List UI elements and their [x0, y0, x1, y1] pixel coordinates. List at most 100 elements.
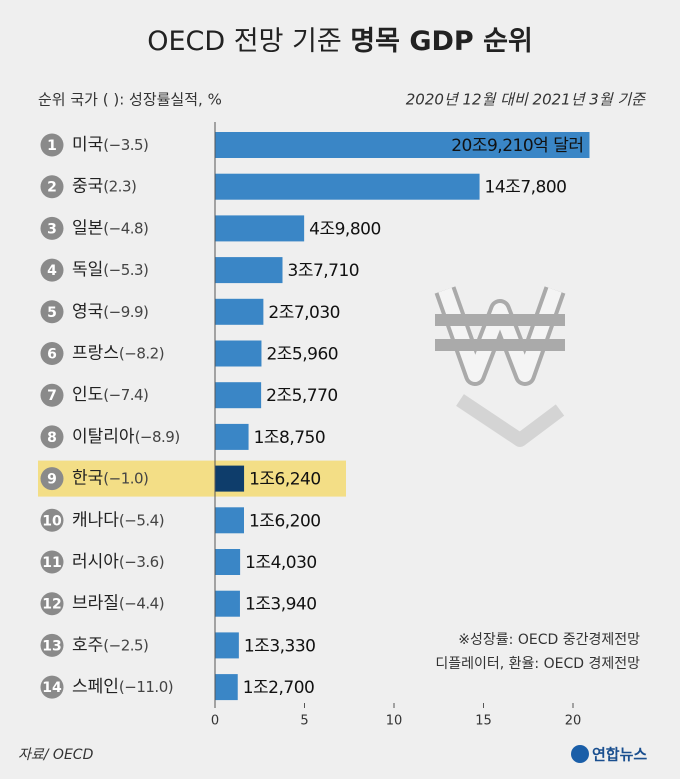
country-label: 영국(−9.9)	[72, 302, 148, 322]
value-label: 1조2,700	[243, 678, 315, 698]
growth: (−4.8)	[103, 219, 148, 237]
rank-badge	[40, 550, 64, 574]
bar	[215, 215, 305, 242]
value-label: 1조4,030	[245, 553, 317, 573]
value-label: 1조6,200	[249, 511, 321, 531]
country-label: 독일(−5.3)	[72, 260, 148, 280]
growth: (−3.6)	[119, 553, 164, 571]
value-label: 20조9,210억 달러	[451, 136, 583, 156]
rank: 11	[42, 555, 61, 571]
bar	[215, 298, 264, 325]
growth: (−5.3)	[103, 261, 148, 279]
rank: 2	[47, 180, 57, 196]
bar	[215, 674, 238, 701]
value-label: 4조9,800	[309, 219, 381, 239]
growth: (−7.4)	[103, 386, 148, 404]
x-tick-label: 5	[300, 714, 308, 729]
growth: (−5.4)	[119, 511, 164, 529]
growth: (−9.9)	[103, 302, 148, 320]
rank-badge	[40, 300, 64, 324]
country-label: 프랑스(−8.2)	[72, 344, 164, 364]
won-symbol	[434, 286, 566, 447]
country-label: 이탈리아(−8.9)	[72, 427, 180, 447]
x-tick-label: 10	[386, 714, 403, 729]
country: 중국	[72, 177, 103, 197]
rank-badge	[40, 508, 64, 532]
rank-badge	[40, 592, 64, 616]
country-label: 러시아(−3.6)	[72, 552, 164, 572]
header: 순위 국가 ( ): 성장률실적, %	[38, 91, 222, 109]
country: 이탈리아	[72, 427, 135, 447]
country-label: 호주(−2.5)	[72, 635, 148, 655]
source: 자료/ OECD	[18, 747, 94, 763]
country: 한국	[72, 469, 103, 489]
country: 스페인	[72, 677, 119, 697]
highlight-band	[38, 460, 346, 497]
growth: (−2.5)	[103, 636, 148, 654]
country-label: 인도(−7.4)	[72, 385, 148, 405]
value-label: 1조8,750	[254, 428, 326, 448]
country-label: 일본(−4.8)	[72, 218, 148, 238]
growth: (2.3)	[103, 177, 136, 195]
growth: (−11.0)	[119, 678, 173, 696]
chart-title: OECD 전망 기준 명목 GDP 순위	[147, 26, 533, 57]
rank-badge	[40, 258, 64, 282]
country: 미국	[72, 135, 103, 155]
country: 캐나다	[72, 510, 119, 530]
bar	[215, 549, 241, 575]
country: 독일	[72, 260, 103, 280]
rank-badge	[40, 133, 64, 157]
note: ※성장률: OECD 중간경제전망	[458, 632, 640, 648]
country-label: 캐나다(−5.4)	[72, 510, 164, 530]
subtitle: 2020년 12월 대비 2021년 3월 기준	[406, 91, 646, 109]
value-label: 3조7,710	[288, 261, 360, 281]
bar	[215, 632, 239, 659]
country: 러시아	[72, 552, 119, 572]
bar	[215, 590, 240, 617]
rank-badge	[40, 467, 64, 491]
growth: (−3.5)	[103, 136, 148, 154]
rank-badge	[40, 216, 64, 240]
rank: 9	[47, 472, 57, 488]
x-tick-label: 0	[211, 714, 219, 729]
bar	[215, 465, 245, 492]
country: 영국	[72, 302, 103, 322]
growth: (−4.4)	[119, 594, 164, 612]
rank: 7	[47, 388, 57, 404]
rank: 13	[42, 638, 61, 654]
value-label: 14조7,800	[485, 178, 567, 198]
title: OECD 전망 기준	[147, 26, 341, 57]
value-label: 2조5,770	[266, 386, 338, 406]
country-label: 브라질(−4.4)	[72, 594, 164, 614]
country: 일본	[72, 218, 103, 238]
rank: 5	[47, 305, 57, 321]
rank-badge	[40, 633, 64, 657]
x-tick-label: 20	[565, 714, 582, 729]
rank: 3	[47, 221, 57, 237]
rank-badge	[40, 383, 64, 407]
logo: 연합뉴스	[592, 746, 647, 764]
growth: (−8.2)	[119, 344, 164, 362]
country: 호주	[72, 635, 103, 655]
value-label: 2조5,960	[266, 345, 338, 365]
x-tick-label: 15	[475, 714, 492, 729]
value-label: 1조3,330	[244, 636, 316, 656]
bar	[215, 340, 262, 367]
country-label: 한국(−1.0)	[72, 469, 148, 489]
rank-badge	[40, 675, 64, 699]
growth: (−8.9)	[135, 427, 180, 445]
bar	[215, 132, 590, 158]
bar	[215, 507, 244, 534]
rank-badge	[40, 175, 64, 199]
rank: 8	[47, 430, 57, 446]
rank: 10	[42, 513, 62, 529]
value-label: 2조7,030	[268, 303, 340, 323]
rank: 14	[42, 680, 62, 696]
rank-badge	[40, 425, 64, 449]
value-label: 1조6,240	[249, 470, 321, 490]
note: 디플레이터, 환율: OECD 경제전망	[435, 656, 640, 672]
rank: 1	[47, 138, 57, 154]
country-label: 미국(−3.5)	[72, 135, 148, 155]
rank-badge	[40, 342, 64, 365]
